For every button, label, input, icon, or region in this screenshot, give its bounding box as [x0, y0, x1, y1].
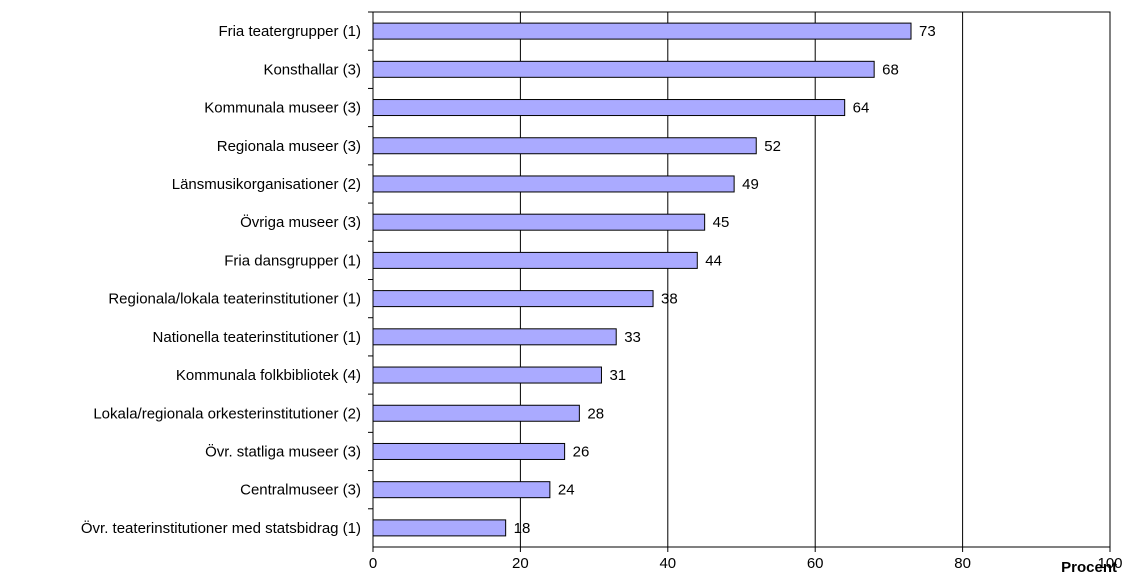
bar	[372, 251, 698, 269]
category-label: Lokala/regionala orkesterinstitutioner (…	[93, 405, 361, 422]
grid-lines	[519, 12, 964, 547]
bar	[372, 175, 735, 193]
bar	[372, 404, 580, 422]
value-labels: 73 68 64 52 49 45 44 38 33 31 28 26 24 18	[514, 23, 936, 537]
category-label: Regionala museer (3)	[217, 138, 361, 155]
category-label: Konsthallar (3)	[263, 61, 361, 78]
bar	[372, 60, 875, 78]
x-tick-label: 40	[659, 555, 676, 572]
category-labels: Fria teatergrupper (1) Konsthallar (3) Kom…	[81, 23, 361, 537]
value-label: 18	[514, 520, 531, 537]
bar	[372, 290, 654, 308]
value-label: 31	[609, 367, 626, 384]
category-label: Kommunala museer (3)	[204, 100, 361, 117]
value-label: 44	[705, 252, 722, 269]
category-label: Kommunala folkbibliotek (4)	[176, 367, 361, 384]
bar	[372, 137, 757, 155]
x-axis: 0 20 40 60 80 100	[368, 11, 1123, 572]
bar	[372, 328, 617, 346]
plot-frame	[372, 11, 1111, 548]
x-tick-label: 60	[807, 555, 824, 572]
category-label: Centralmuseer (3)	[240, 482, 361, 499]
bar	[372, 519, 507, 537]
bar	[372, 366, 602, 384]
value-label: 38	[661, 291, 678, 308]
category-label: Nationella teaterinstitutioner (1)	[153, 329, 361, 346]
bars	[372, 22, 912, 537]
value-label: 45	[713, 214, 730, 231]
category-label: Länsmusikorganisationer (2)	[172, 176, 361, 193]
value-label: 49	[742, 176, 759, 193]
value-label: 52	[764, 138, 781, 155]
value-label: 28	[587, 405, 604, 422]
value-label: 33	[624, 329, 641, 346]
bar	[372, 481, 551, 499]
x-axis-label: Procent	[1061, 559, 1117, 574]
value-label: 24	[558, 482, 575, 499]
x-tick-label: 80	[954, 555, 971, 572]
bar	[372, 99, 846, 117]
category-label: Fria dansgrupper (1)	[224, 252, 361, 269]
value-label: 73	[919, 23, 936, 40]
bar	[372, 442, 566, 460]
category-label: Övr. statliga museer (3)	[205, 442, 361, 460]
x-tick-label: 20	[512, 555, 529, 572]
value-label: 26	[573, 443, 590, 460]
category-label: Fria teatergrupper (1)	[218, 23, 361, 40]
category-label: Övr. teaterinstitutioner med statsbidrag…	[81, 519, 361, 537]
category-label: Övriga museer (3)	[240, 213, 361, 231]
x-tick-label: 0	[369, 555, 377, 572]
bar	[372, 213, 706, 231]
x-tick-label: 100	[1097, 555, 1122, 572]
value-label: 64	[853, 100, 870, 117]
bar	[372, 22, 912, 40]
value-label: 68	[882, 61, 899, 78]
category-label: Regionala/lokala teaterinstitutioner (1)	[108, 291, 361, 308]
